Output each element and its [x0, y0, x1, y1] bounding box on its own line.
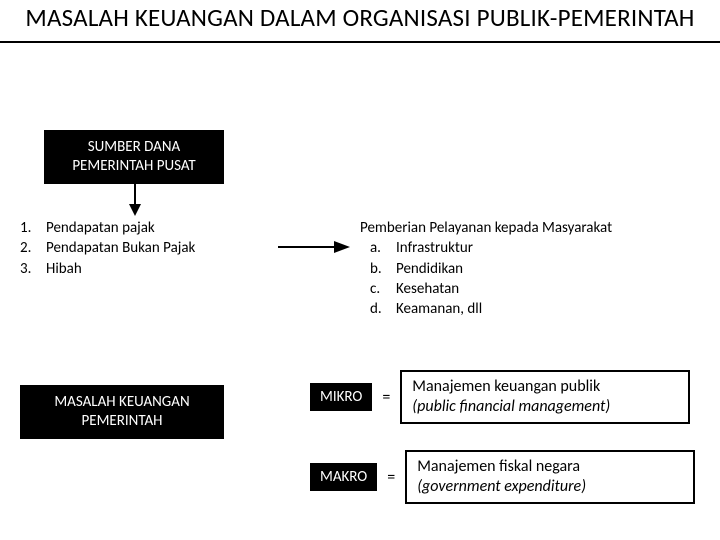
mikro-row: MIKRO = Manajemen keuangan publik (publi…: [310, 370, 690, 424]
mikro-desc-line1: Manajemen keuangan publik: [412, 377, 678, 397]
list-item: 2.Pendapatan Bukan Pajak: [20, 238, 280, 258]
masalah-keuangan-box: MASALAH KEUANGAN PEMERINTAH: [20, 385, 224, 439]
makro-desc-line1: Manajemen fiskal negara: [417, 457, 683, 477]
makro-description-box: Manajemen fiskal negara (government expe…: [405, 450, 695, 504]
masalah-line2: PEMERINTAH: [32, 412, 212, 431]
list-item: 3.Hibah: [20, 259, 280, 279]
mikro-description-box: Manajemen keuangan publik (public financ…: [400, 370, 690, 424]
equals-sign: =: [387, 468, 395, 487]
revenue-list: 1.Pendapatan pajak 2.Pendapatan Bukan Pa…: [20, 218, 280, 279]
service-heading: Pemberian Pelayanan kepada Masyarakat: [360, 218, 700, 238]
list-item: b.Pendidikan: [370, 259, 700, 279]
makro-desc-line2: (government expenditure): [417, 477, 683, 497]
sumber-line2: PEMERINTAH PUSAT: [56, 157, 212, 176]
mikro-tag: MIKRO: [310, 383, 372, 411]
list-item: d.Keamanan, dll: [370, 299, 700, 319]
mikro-desc-line2: (public financial management): [412, 397, 678, 417]
masalah-line1: MASALAH KEUANGAN: [32, 393, 212, 412]
arrow-right-icon: [278, 240, 350, 254]
arrow-down-icon: [128, 178, 142, 216]
makro-row: MAKRO = Manajemen fiskal negara (governm…: [310, 450, 695, 504]
list-item: a.Infrastruktur: [370, 238, 700, 258]
equals-sign: =: [382, 388, 390, 407]
list-item: 1.Pendapatan pajak: [20, 218, 280, 238]
page-title: MASALAH KEUANGAN DALAM ORGANISASI PUBLIK…: [0, 0, 720, 43]
service-list: Pemberian Pelayanan kepada Masyarakat a.…: [360, 218, 700, 319]
sumber-dana-box: SUMBER DANA PEMERINTAH PUSAT: [44, 130, 224, 184]
makro-tag: MAKRO: [310, 463, 377, 491]
list-item: c.Kesehatan: [370, 279, 700, 299]
sumber-line1: SUMBER DANA: [56, 138, 212, 157]
